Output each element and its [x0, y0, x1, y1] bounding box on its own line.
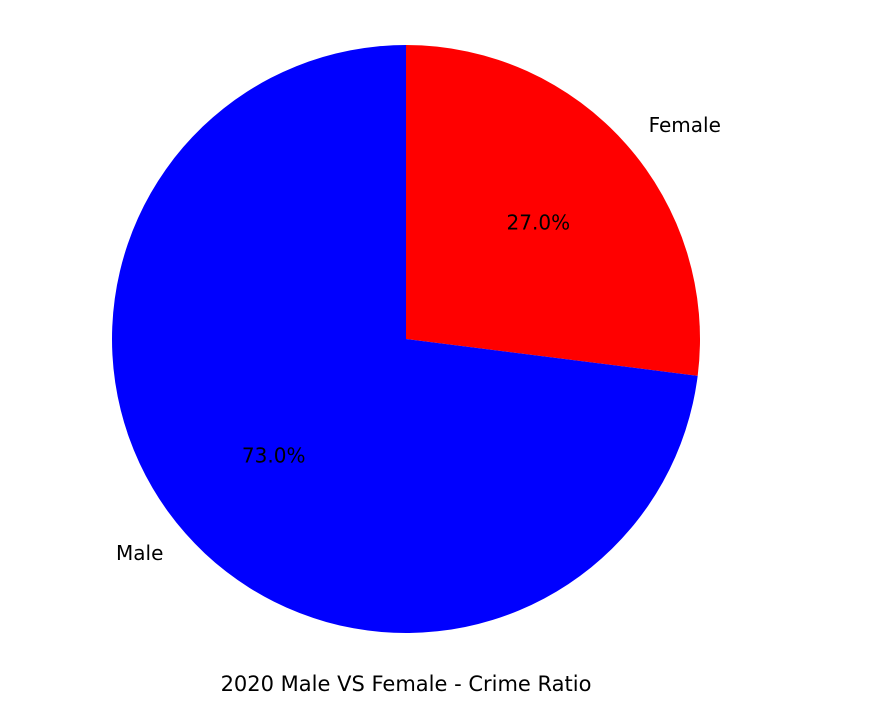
pie-slice-female [406, 45, 700, 376]
pie-slice-male [111, 45, 698, 634]
slice-label-male: Male [116, 541, 163, 565]
pie-labels: Female 27.0% Male 73.0% [116, 113, 721, 565]
percent-label-female: 27.0% [507, 210, 571, 234]
percent-label-male: 73.0% [242, 444, 306, 468]
pie-slices [111, 45, 700, 634]
chart-title: 2020 Male VS Female - Crime Ratio [221, 672, 592, 696]
slice-label-female: Female [649, 113, 721, 137]
